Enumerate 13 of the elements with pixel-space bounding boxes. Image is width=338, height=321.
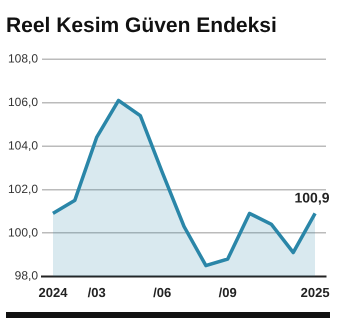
chart-title: Reel Kesim Güven Endeksi (5, 13, 278, 39)
y-tick-label: 106,0 (8, 94, 38, 109)
x-tick-label: 2024 (38, 284, 68, 300)
x-tick-label: /06 (153, 284, 172, 300)
x-tick-label: /09 (218, 284, 237, 300)
y-tick-label: 108,0 (8, 52, 38, 66)
y-tick-label: 98,0 (14, 268, 38, 283)
data-label: 100,9 (294, 189, 330, 206)
y-tick-label: 102,0 (8, 182, 38, 196)
x-tick-label: 2025 (300, 284, 330, 300)
y-tick-label: 104,0 (8, 138, 38, 152)
y-tick-label: 100,0 (8, 225, 38, 240)
x-tick-label: /03 (88, 284, 106, 300)
